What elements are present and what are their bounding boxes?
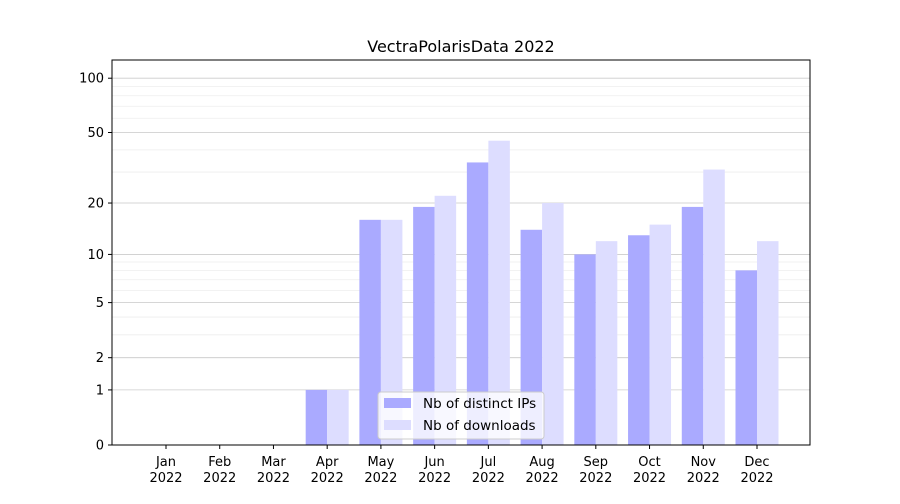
bar-distinct-ips (681, 206, 704, 445)
y-tick-label: 100 (79, 72, 104, 87)
x-tick-label: 2022 (311, 471, 344, 486)
x-tick-label: 2022 (149, 471, 182, 486)
bar-downloads (649, 224, 672, 445)
y-tick-label: 1 (96, 383, 104, 398)
y-tick-label: 10 (87, 248, 104, 263)
bar-downloads (542, 203, 564, 445)
x-tick-label: Feb (208, 455, 231, 470)
x-tick-label: Apr (316, 455, 339, 470)
bar-distinct-ips (466, 162, 489, 445)
legend-label-downloads: Nb of downloads (423, 418, 536, 434)
x-tick-label: 2022 (526, 471, 559, 486)
grid (112, 77, 810, 391)
x-tick-label: Mar (261, 455, 286, 470)
bar-distinct-ips (359, 219, 381, 445)
plot-frame (111, 59, 811, 446)
x-tick-label: 2022 (740, 471, 773, 486)
bar-distinct-ips (628, 235, 650, 445)
bar-distinct-ips (520, 229, 543, 445)
legend-box (377, 391, 545, 440)
x-tick-label: 2022 (364, 471, 397, 486)
chart-title: VectraPolarisData 2022 (367, 37, 554, 56)
bar-downloads (595, 241, 618, 445)
bar-downloads (703, 169, 725, 445)
x-tick-label: Aug (529, 455, 554, 470)
legend-swatch-downloads (384, 420, 411, 430)
x-tick-label: 2022 (633, 471, 666, 486)
x-tick-label: 2022 (472, 471, 505, 486)
x-tick-label: Jun (423, 455, 444, 470)
x-tick-label: 2022 (687, 471, 720, 486)
y-tick-label: 2 (96, 351, 104, 366)
x-tick-label: 2022 (257, 471, 290, 486)
x-tick-label: Jan (155, 455, 176, 470)
bar-distinct-ips (735, 270, 757, 445)
x-tick-label: May (367, 455, 394, 470)
x-tick-label: Nov (691, 455, 717, 470)
legend-label-ips: Nb of distinct IPs (423, 396, 536, 412)
y-tick-label: 20 (87, 197, 104, 212)
x-tick-label: 2022 (418, 471, 451, 486)
bar-downloads (380, 219, 403, 445)
y-axis: 0 1 2 5 10 20 50 100 (79, 72, 112, 454)
bars (305, 140, 779, 445)
bar-downloads (488, 140, 510, 445)
bar-distinct-ips (413, 206, 435, 445)
y-tick-label: 5 (96, 296, 104, 311)
y-tick-label: 0 (96, 439, 104, 454)
x-tick-label: 2022 (579, 471, 612, 486)
bar-distinct-ips (574, 254, 596, 445)
bar-downloads (757, 241, 779, 445)
bar-downloads (434, 195, 457, 445)
bar-distinct-ips (305, 389, 328, 445)
y-tick-label: 50 (87, 126, 104, 141)
x-tick-label: Dec (744, 455, 769, 470)
x-tick-label: 2022 (203, 471, 236, 486)
x-tick-label: Jul (480, 455, 497, 470)
x-axis: Jan2022Feb2022Mar2022Apr2022May2022Jun20… (149, 445, 774, 486)
x-tick-label: Oct (638, 455, 660, 470)
legend: Nb of distinct IPs Nb of downloads (377, 391, 545, 440)
bar-downloads (327, 389, 349, 445)
x-tick-label: Sep (584, 455, 609, 470)
legend-swatch-ips (384, 398, 411, 408)
